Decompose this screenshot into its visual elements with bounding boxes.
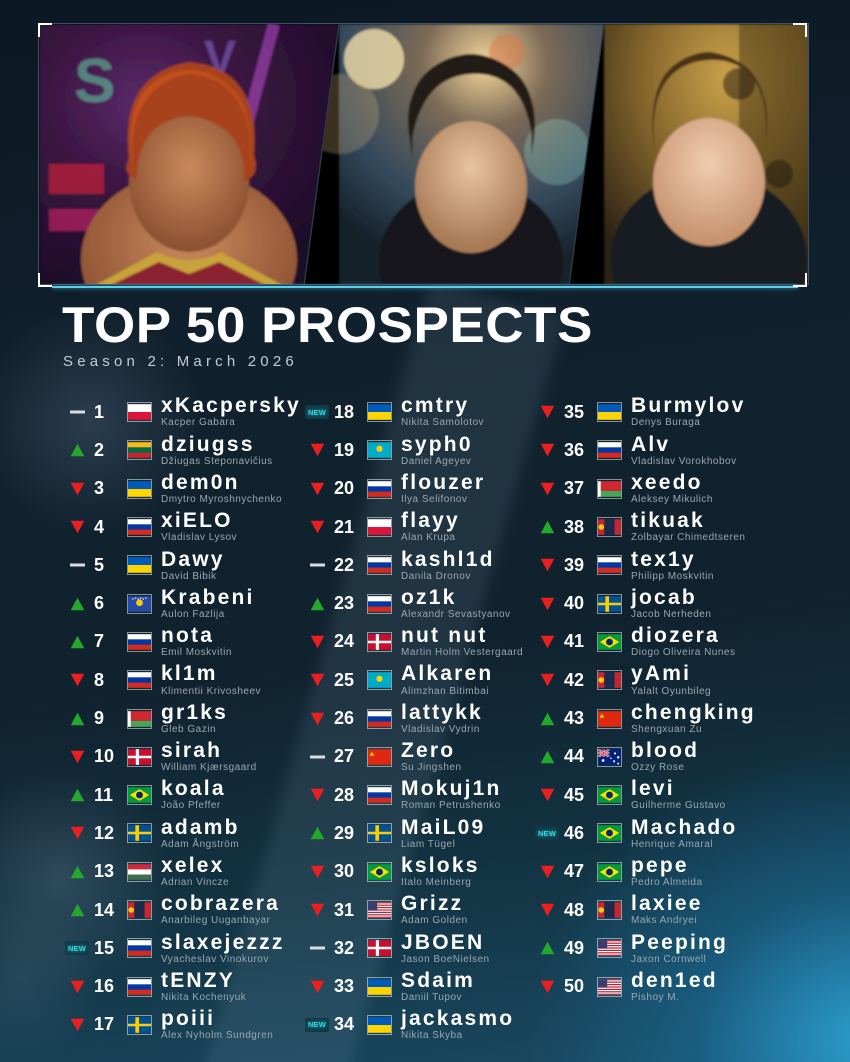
svg-text:S: S <box>74 47 115 116</box>
